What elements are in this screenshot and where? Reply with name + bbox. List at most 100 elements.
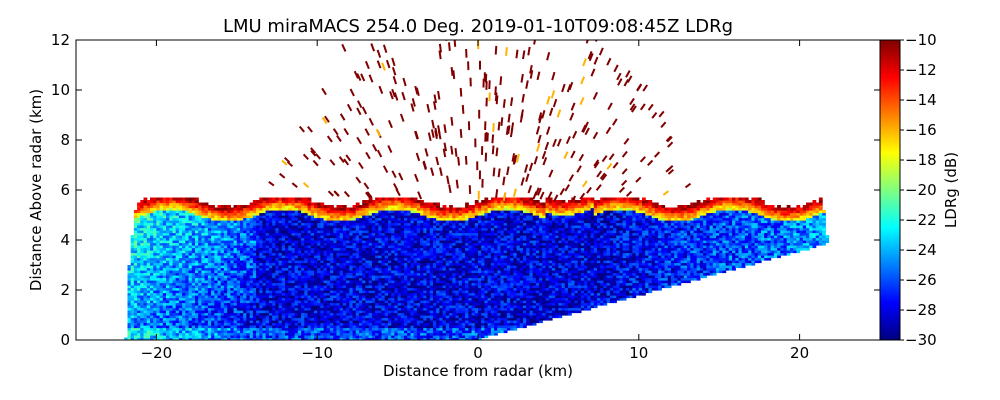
ldr-cell [185, 285, 190, 289]
ldr-cell [143, 215, 148, 219]
ldr-cell [162, 235, 167, 239]
ldr-cell [169, 217, 174, 221]
ldr-cell [175, 305, 180, 309]
ldr-cell [137, 235, 141, 239]
ldr-cell [214, 230, 219, 234]
ldr-cell [195, 290, 199, 294]
ldr-cell [159, 200, 164, 204]
ldr-cell [182, 297, 186, 301]
ldr-cell [137, 240, 141, 244]
ldr-cell [207, 292, 212, 296]
ldr-cell [178, 325, 183, 329]
ldr-cell [146, 212, 151, 216]
ldr-cell [191, 257, 196, 261]
ldr-cell [198, 325, 202, 329]
ldr-cell [156, 325, 161, 329]
ldr-cell [188, 205, 193, 209]
ldr-cell [175, 332, 180, 336]
ldr-cell [211, 205, 215, 209]
ldr-cell [153, 222, 157, 226]
ldr-cell [191, 302, 196, 306]
ldr-cell [140, 292, 145, 296]
ldr-cell [140, 295, 145, 299]
ldr-cell [204, 230, 209, 234]
ldr-cell [159, 255, 164, 259]
ldr-cell [130, 260, 135, 264]
ldr-cell [175, 290, 180, 294]
ldr-cell [133, 247, 138, 251]
ldr-cell [156, 235, 161, 239]
ldr-cell [207, 242, 212, 246]
ldr-cell [146, 290, 151, 294]
ldr-cell [166, 320, 170, 324]
ldr-cell [211, 310, 215, 314]
ldr-cell [153, 247, 157, 251]
ldr-cell [175, 240, 180, 244]
ldr-cell [162, 225, 167, 229]
ldr-cell [166, 220, 170, 224]
ldr-cell [166, 225, 170, 229]
ldr-cell [150, 287, 154, 291]
ldr-cell [172, 325, 177, 329]
ldr-cell [156, 210, 161, 214]
ldr-cell [188, 257, 193, 261]
ldr-cell [166, 242, 170, 246]
ldr-cell [188, 202, 193, 206]
ldr-cell [153, 332, 157, 336]
ldr-cell [159, 267, 164, 271]
ldr-cell [143, 272, 148, 276]
ldr-cell [191, 262, 196, 266]
ldr-cell [201, 222, 206, 226]
ldr-cell [178, 300, 183, 304]
ldr-cell [204, 292, 209, 296]
ldr-cell [188, 255, 193, 259]
ldr-cell [182, 255, 186, 259]
ldr-cell [188, 325, 193, 329]
ldr-cell [127, 275, 132, 279]
ldr-cell [159, 277, 164, 281]
ldr-cell [214, 312, 219, 316]
ldr-cell [185, 267, 190, 271]
ldr-cell [133, 275, 138, 279]
ldr-cell [140, 285, 145, 289]
ldr-cell [172, 297, 177, 301]
ldr-cell [191, 317, 196, 321]
ldr-cell [133, 222, 138, 226]
ldr-cell [195, 217, 199, 221]
ldr-cell [153, 307, 157, 311]
ldr-cell [178, 337, 183, 340]
ldr-cell [137, 237, 141, 241]
ldr-cell [143, 267, 148, 271]
ldr-cell [166, 202, 170, 206]
ldr-cell [166, 337, 170, 340]
ldr-cell [195, 200, 199, 204]
ldr-cell [146, 210, 151, 214]
ldr-cell [156, 292, 161, 296]
ldr-cell [198, 242, 202, 246]
ldr-cell [133, 337, 138, 340]
ldr-cell [178, 247, 183, 251]
ldr-cell [146, 302, 151, 306]
ldr-cell [182, 277, 186, 281]
ldr-cell [143, 242, 148, 246]
ldr-cell [127, 327, 132, 331]
ldr-cell [175, 272, 180, 276]
ldr-cell [201, 202, 206, 206]
ldr-cell [150, 245, 154, 249]
ldr-cell [153, 272, 157, 276]
ldr-cell [185, 217, 190, 221]
ldr-cell [191, 220, 196, 224]
ldr-cell [133, 285, 138, 289]
ldr-cell [191, 207, 196, 211]
ldr-cell [169, 197, 174, 201]
ldr-cell [178, 287, 183, 291]
ldr-cell [191, 230, 196, 234]
ldr-cell [175, 217, 180, 221]
ldr-cell [201, 312, 206, 316]
ldr-cell [162, 245, 167, 249]
ldr-cell [156, 222, 161, 226]
ldr-cell [166, 287, 170, 291]
ldr-cell [156, 287, 161, 291]
ldr-cell [137, 230, 141, 234]
ldr-cell [172, 332, 177, 336]
